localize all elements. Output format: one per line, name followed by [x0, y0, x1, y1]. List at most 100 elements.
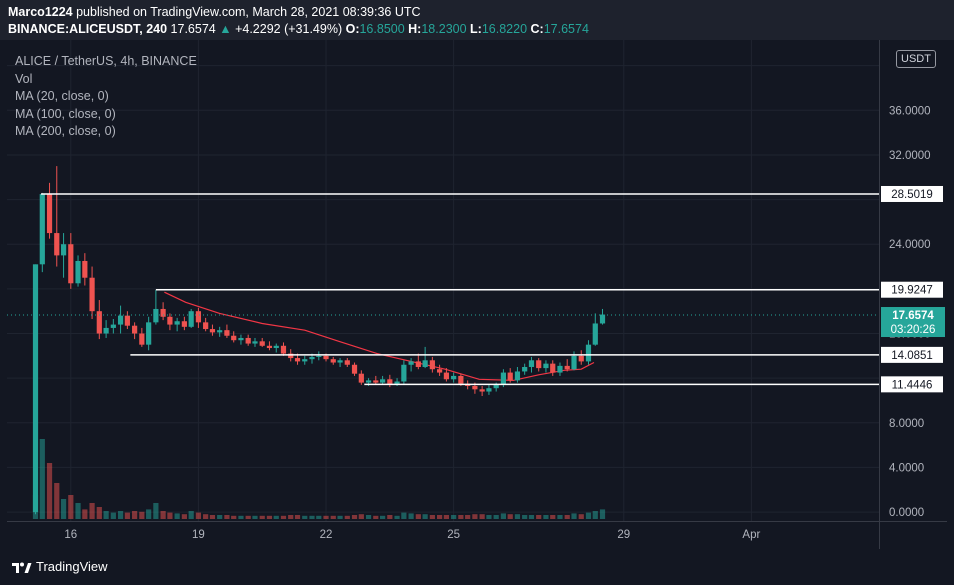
level-price-label-box — [881, 281, 943, 298]
candle-body — [110, 324, 116, 328]
legend-ma-100[interactable]: MA (100, close, 0) — [15, 106, 116, 121]
candle-body — [514, 371, 521, 381]
y-tick-label: 24.0000 — [889, 239, 931, 251]
candle — [528, 356, 535, 373]
candle-body — [365, 380, 372, 383]
volume-bar — [323, 515, 329, 519]
volume-bar — [493, 515, 499, 519]
candle — [436, 364, 443, 376]
candle-body — [337, 360, 343, 363]
volume-bar — [458, 515, 464, 519]
y-tick-label: 36.0000 — [889, 105, 931, 117]
candle — [96, 300, 102, 340]
candle — [68, 233, 74, 289]
candle-body — [280, 345, 287, 354]
volume-bar — [550, 515, 556, 519]
volume-bar — [479, 514, 485, 519]
candle — [238, 334, 244, 345]
candle — [486, 384, 492, 395]
tradingview-logo-text: TradingView — [36, 559, 108, 574]
volume-bar — [89, 503, 95, 519]
candle-body — [451, 375, 457, 380]
volume-bar — [181, 514, 187, 519]
volume-bar — [543, 515, 549, 519]
candle — [507, 368, 513, 383]
low-value: 16.8220 — [481, 22, 528, 36]
legend-ma-200[interactable]: MA (200, close, 0) — [15, 124, 116, 138]
volume-bar — [401, 512, 407, 519]
candle-body — [429, 360, 435, 370]
candle — [82, 253, 88, 286]
candle — [408, 358, 414, 372]
tradingview-logo[interactable]: TradingView — [12, 559, 108, 574]
volume-bar — [522, 515, 528, 519]
volume-bar — [288, 515, 294, 519]
close-value: 17.6574 — [543, 22, 589, 36]
candle-body — [188, 311, 194, 327]
candle — [252, 337, 258, 347]
price-chart[interactable]: 0.00004.00008.000016.000020.000024.00003… — [7, 40, 947, 549]
chart-legend: ALICE / TetherUS, 4h, BINANCE Vol MA (20… — [15, 53, 197, 141]
x-tick-label: Apr — [742, 529, 760, 541]
candle — [273, 343, 279, 353]
candle-body — [571, 355, 577, 370]
volume-bar — [465, 515, 471, 519]
author-name[interactable]: Marco1224 — [8, 5, 73, 19]
candle — [358, 370, 364, 385]
candle — [224, 324, 230, 338]
candle-body — [89, 277, 95, 312]
candle — [174, 317, 180, 332]
chart-area[interactable]: 0.00004.00008.000016.000020.000024.00003… — [7, 40, 947, 549]
candle — [373, 375, 379, 385]
volume-bar — [82, 509, 88, 519]
candle-body — [550, 363, 556, 373]
volume-bar — [132, 511, 138, 519]
volume-bar — [46, 463, 53, 519]
candle-body — [344, 360, 350, 365]
candle — [139, 327, 145, 347]
candle — [557, 362, 563, 376]
candle — [110, 319, 116, 334]
volume-bar — [415, 514, 421, 519]
volume-bar — [188, 511, 194, 519]
candle-body — [436, 369, 443, 373]
candle — [415, 353, 421, 370]
volume-bar — [224, 515, 230, 519]
volume-bar — [259, 515, 265, 519]
candle — [550, 360, 556, 376]
candle-body — [259, 341, 265, 346]
volume-bar — [238, 515, 244, 519]
candle-body — [39, 194, 45, 265]
volume-bar — [209, 515, 216, 519]
candle — [259, 337, 265, 347]
symbol-line: BINANCE:ALICEUSDT, 240 17.6574 ▲ +4.2292… — [8, 22, 589, 36]
candle-body — [394, 381, 400, 384]
legend-ma-20[interactable]: MA (20, close, 0) — [15, 89, 109, 103]
currency-badge[interactable]: USDT — [896, 50, 936, 68]
candle-body — [288, 353, 294, 359]
candle-body — [252, 341, 258, 344]
candle — [401, 360, 407, 384]
candle — [302, 355, 308, 365]
candle — [153, 289, 159, 325]
candle — [245, 334, 251, 346]
x-tick-label: 22 — [320, 529, 333, 541]
candle-body — [224, 330, 230, 336]
volume-bar — [536, 515, 542, 519]
candle-body — [245, 337, 251, 344]
volume-bar — [557, 515, 563, 519]
change-arrow-icon: ▲ — [219, 22, 232, 36]
candle-body — [181, 321, 187, 327]
candle-body — [209, 329, 216, 333]
volume-bar — [195, 512, 202, 519]
candle — [60, 233, 67, 278]
volume-bar — [273, 515, 279, 519]
candle — [522, 363, 528, 375]
legend-volume[interactable]: Vol — [15, 71, 33, 86]
volume-bar — [507, 514, 513, 519]
last-price-label: 17.6574 — [892, 310, 934, 322]
candle — [46, 182, 53, 239]
candle-body — [358, 373, 364, 383]
candle — [54, 166, 60, 267]
bar-countdown: 03:20:26 — [891, 324, 936, 336]
